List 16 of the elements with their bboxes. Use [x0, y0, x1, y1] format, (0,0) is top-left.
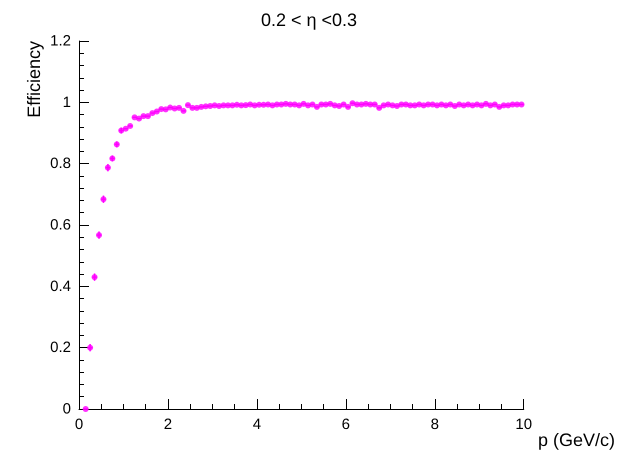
x-tick-label: 0 — [74, 416, 84, 433]
x-tick-label: 8 — [430, 416, 439, 433]
y-tick-label: 0.8 — [50, 155, 71, 172]
y-tick-label: 1 — [62, 94, 71, 111]
y-tick-label: 0.6 — [50, 216, 71, 234]
y-tick-label: 0 — [62, 400, 71, 418]
chart-title: 0.2 < η <0.3 — [260, 10, 358, 30]
x-tick-label: 4 — [252, 416, 262, 433]
y-tick-label: 0.2 — [50, 339, 71, 356]
x-tick-label: 6 — [342, 416, 350, 433]
y-axis-title: Efficiency — [24, 41, 44, 118]
x-tick-label: 10 — [515, 416, 532, 433]
y-tick-label: 0.4 — [50, 278, 71, 295]
x-axis-title: p (GeV/c) — [538, 430, 615, 450]
x-tick-label: 2 — [164, 416, 172, 433]
y-tick-label: 1.2 — [50, 32, 71, 50]
